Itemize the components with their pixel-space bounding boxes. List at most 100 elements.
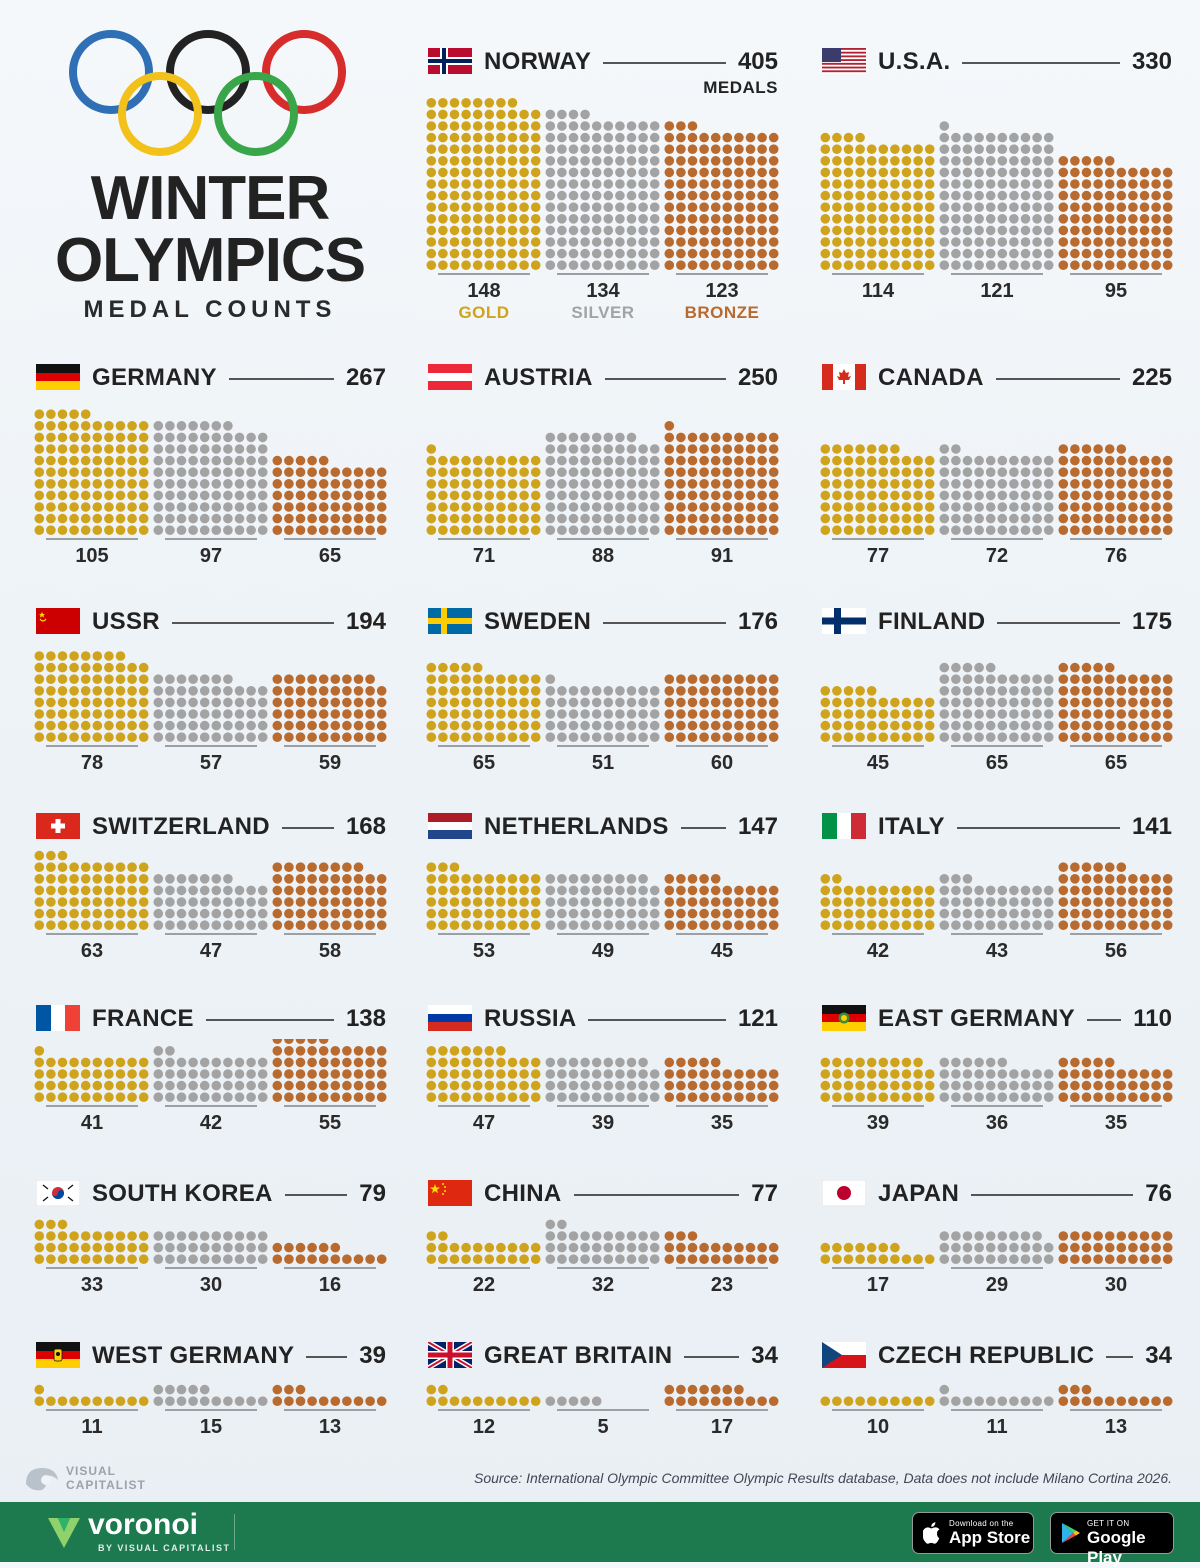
gold-medal-dot	[484, 1069, 495, 1079]
gold-medal-dot	[472, 98, 483, 108]
silver-medal-dot	[603, 885, 614, 896]
bronze-medal-dot	[1139, 237, 1150, 247]
silver-medal-dot	[545, 874, 556, 884]
gold-medal-dot	[878, 1092, 889, 1102]
silver-medal-dot	[199, 1231, 210, 1241]
gold-medal-dot	[472, 697, 483, 708]
bronze-medal-dot	[330, 513, 341, 524]
bronze-medal-dot	[1151, 202, 1161, 212]
gold-medal-dot	[820, 513, 831, 524]
silver-medal-dot	[165, 513, 175, 524]
gold-medal-dot	[832, 455, 842, 466]
silver-medal-dot	[188, 709, 198, 719]
silver-medal-dot	[1009, 237, 1019, 247]
silver-medal-dot	[1009, 490, 1019, 501]
gold-medal-dot	[901, 467, 912, 477]
gold-medal-dot	[519, 248, 529, 259]
gold-medal-dot	[69, 502, 79, 512]
bronze-medal-dot	[1081, 885, 1092, 896]
gold-medal-dot	[530, 1057, 541, 1068]
gold-medal-dot	[127, 920, 137, 930]
gold-medal-dot	[46, 513, 56, 524]
silver-medal-dot	[951, 248, 961, 259]
gold-medal-dot	[438, 1384, 448, 1395]
bronze-medal-dot	[272, 1242, 283, 1253]
silver-medal-dot	[603, 260, 614, 270]
bronze-medal-dot	[272, 862, 283, 872]
bar-gold	[820, 874, 935, 930]
silver-medal-dot	[165, 490, 175, 501]
gold-medal-dot	[507, 1069, 518, 1079]
ussr-flag	[36, 608, 80, 634]
gold-medal-dot	[426, 444, 437, 454]
gold-medal-dot	[843, 167, 854, 178]
bronze-medal-dot	[734, 237, 744, 247]
bronze-medal-dot	[1070, 248, 1080, 259]
silver-medal-dot	[626, 897, 637, 907]
gold-medal-dot	[115, 662, 126, 673]
gold-medal-dot	[866, 732, 877, 742]
bronze-medal-dot	[1128, 479, 1138, 489]
gold-medal-dot	[57, 897, 68, 907]
silver-medal-dot	[1032, 479, 1042, 489]
gold-medal-dot	[80, 1231, 91, 1241]
bronze-medal-dot	[1081, 248, 1092, 259]
google-play-button[interactable]: GET IT ON Google Play	[1050, 1512, 1174, 1567]
silver-medal-dot	[557, 897, 567, 907]
gold-medal-dot	[426, 121, 437, 131]
gold-medal-dot	[913, 1254, 923, 1264]
silver-medal-dot	[545, 214, 556, 224]
silver-medal-dot	[591, 237, 602, 247]
app-store-button[interactable]: Download on the App Store	[912, 1512, 1034, 1554]
silver-medal-dot	[951, 732, 961, 742]
gold-medal-dot	[843, 248, 854, 259]
silver-medal-dot	[1009, 897, 1019, 907]
gold-medal-dot	[57, 490, 68, 501]
gold-medal-dot	[878, 202, 889, 212]
bronze-medal-dot	[676, 686, 686, 696]
bronze-medal-dot	[353, 862, 364, 872]
bronze-medal-dot	[699, 686, 709, 696]
bronze-medal-dot	[1139, 709, 1150, 719]
bronze-medal-dot	[1070, 1092, 1080, 1102]
gold-medal-dot	[69, 732, 79, 742]
voronoi-logo-icon	[48, 1518, 80, 1548]
bronze-medal-dot	[1070, 1231, 1080, 1241]
silver-medal-dot	[153, 732, 164, 742]
gold-medal-dot	[80, 686, 91, 696]
bronze-medal-dot	[757, 1069, 767, 1079]
silver-medal-dot	[199, 908, 210, 919]
silver-medal-dot	[223, 490, 233, 501]
silver-medal-dot	[649, 225, 660, 236]
gold-medal-dot	[34, 455, 45, 466]
bar-silver	[939, 1384, 1054, 1406]
silver-medal-dot	[626, 144, 637, 154]
silver-medal-dot	[557, 697, 567, 708]
bronze-medal-dot	[757, 214, 767, 224]
silver-medal-dot	[568, 237, 579, 247]
gold-medal-dot	[866, 720, 877, 731]
gold-medal-dot	[104, 720, 114, 731]
silver-medal-dot	[557, 1396, 567, 1406]
bronze-medal-dot	[722, 248, 733, 259]
bar-silver	[153, 874, 268, 930]
silver-medal-dot	[626, 260, 637, 270]
silver-medal-dot	[199, 455, 210, 466]
bronze-medal-dot	[272, 897, 283, 907]
gold-medal-dot	[34, 709, 45, 719]
gold-medal-dot	[34, 1069, 45, 1079]
silver-medal-dot	[153, 455, 164, 466]
bronze-medal-dot	[365, 709, 375, 719]
silver-separator	[557, 1267, 649, 1269]
bronze-medal-dot	[307, 1396, 317, 1406]
bronze-medal-dot	[330, 908, 341, 919]
silver-medal-dot	[165, 908, 175, 919]
silver-medal-dot	[649, 1080, 660, 1091]
gold-medal-dot	[855, 237, 865, 247]
silver-medal-dot	[626, 709, 637, 719]
bronze-medal-dot	[376, 525, 387, 535]
bronze-medal-dot	[687, 490, 698, 501]
silver-medal-dot	[603, 697, 614, 708]
silver-medal-dot	[199, 709, 210, 719]
bronze-medal-dot	[734, 674, 744, 684]
